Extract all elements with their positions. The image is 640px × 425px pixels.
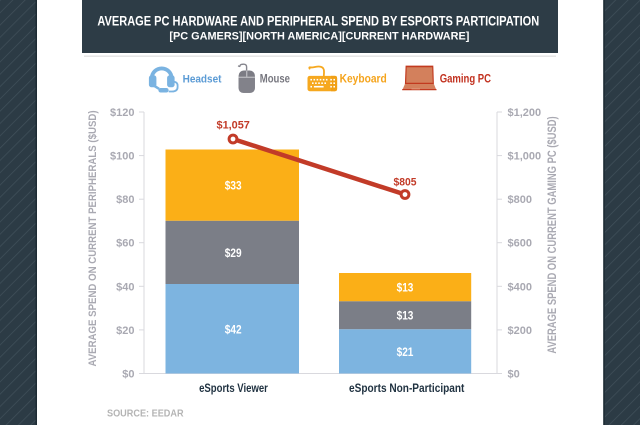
svg-text:SOURCE: EEDAR: SOURCE: EEDAR: [107, 408, 184, 420]
svg-text:$42: $42: [225, 324, 242, 337]
svg-text:$120: $120: [110, 107, 134, 119]
svg-text:$805: $805: [394, 176, 417, 188]
svg-text:AVERAGE SPEND ON CURRENT PERIP: AVERAGE SPEND ON CURRENT PERIPHERALS ($U…: [86, 110, 99, 366]
svg-text:Keyboard: Keyboard: [340, 73, 387, 86]
svg-text:AVERAGE PC HARDWARE AND PERIPH: AVERAGE PC HARDWARE AND PERIPHERAL SPEND…: [97, 13, 539, 29]
svg-text:Gaming PC: Gaming PC: [440, 73, 492, 86]
svg-text:$21: $21: [397, 346, 414, 359]
svg-text:[PC GAMERS][NORTH AMERICA][CUR: [PC GAMERS][NORTH AMERICA][CURRENT HARDW…: [169, 30, 469, 42]
svg-text:$600: $600: [508, 238, 532, 250]
svg-text:$13: $13: [397, 310, 414, 323]
svg-text:$200: $200: [508, 325, 532, 337]
svg-text:$40: $40: [116, 281, 134, 293]
svg-text:$1,200: $1,200: [508, 107, 542, 119]
svg-text:$0: $0: [508, 369, 520, 381]
svg-text:$400: $400: [508, 281, 532, 293]
svg-text:$0: $0: [122, 369, 134, 381]
svg-text:$13: $13: [397, 282, 414, 295]
svg-text:$60: $60: [116, 238, 134, 250]
svg-text:$1,057: $1,057: [217, 119, 250, 131]
svg-text:eSports Non-Participant: eSports Non-Participant: [349, 382, 465, 395]
svg-text:$100: $100: [110, 151, 134, 163]
svg-text:Mouse: Mouse: [260, 73, 290, 86]
svg-text:$29: $29: [225, 247, 242, 260]
svg-text:$80: $80: [116, 194, 134, 206]
svg-text:$800: $800: [508, 194, 532, 206]
svg-text:eSports Viewer: eSports Viewer: [199, 382, 269, 395]
svg-text:Headset: Headset: [183, 73, 222, 86]
svg-text:$33: $33: [225, 180, 242, 193]
svg-text:$1,000: $1,000: [508, 151, 542, 163]
svg-text:AVERAGE SPEND ON CURRENT GAMIN: AVERAGE SPEND ON CURRENT GAMING PC ($USD…: [546, 116, 559, 353]
svg-text:$20: $20: [116, 325, 134, 337]
